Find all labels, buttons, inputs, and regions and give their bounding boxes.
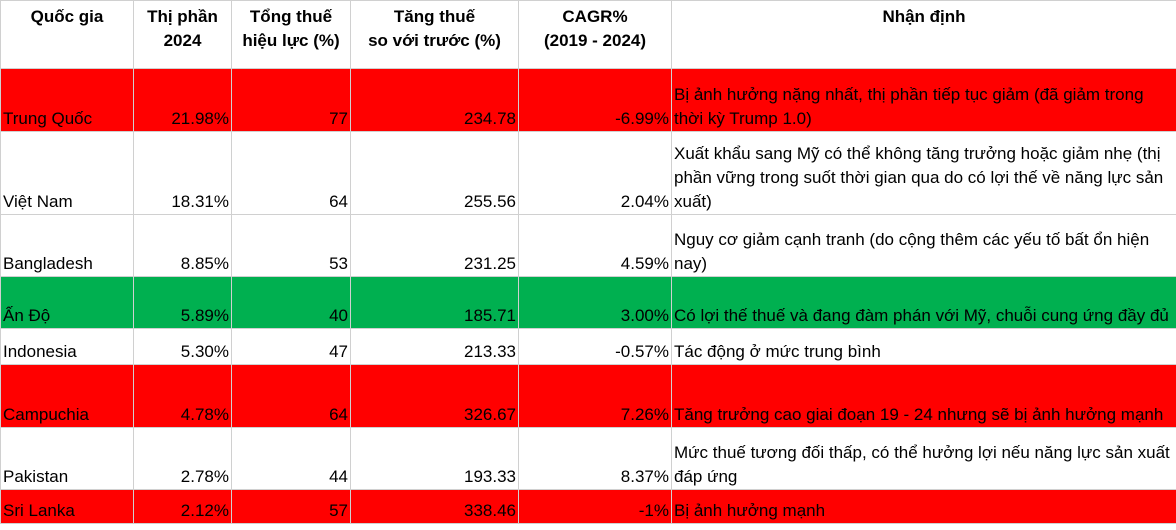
cell-share: 2.78% bbox=[133, 427, 232, 490]
cell-country: Indonesia bbox=[0, 328, 134, 365]
header-row: Quốc gia Thị phần 2024 Tổng thuế hiệu lực … bbox=[0, 0, 1176, 69]
cell-tax: 53 bbox=[231, 214, 351, 277]
cell-cagr: 7.26% bbox=[518, 364, 672, 428]
cell-cagr: 2.04% bbox=[518, 131, 672, 215]
cell-increase: 234.78 bbox=[350, 68, 519, 132]
header-note: Nhận định bbox=[671, 0, 1176, 69]
cell-share: 5.30% bbox=[133, 328, 232, 365]
cell-share: 4.78% bbox=[133, 364, 232, 428]
cell-tax: 64 bbox=[231, 131, 351, 215]
cell-country: Bangladesh bbox=[0, 214, 134, 277]
cell-increase: 338.46 bbox=[350, 489, 519, 524]
table-row: Ấn Độ 5.89% 40 185.71 3.00% Có lợi thế t… bbox=[0, 276, 1176, 329]
header-share: Thị phần 2024 bbox=[133, 0, 232, 69]
cell-cagr: 4.59% bbox=[518, 214, 672, 277]
cell-share: 21.98% bbox=[133, 68, 232, 132]
cell-cagr: -6.99% bbox=[518, 68, 672, 132]
cell-country: Sri Lanka bbox=[0, 489, 134, 524]
cell-cagr: -0.57% bbox=[518, 328, 672, 365]
cell-cagr: 3.00% bbox=[518, 276, 672, 329]
cell-country: Ấn Độ bbox=[0, 276, 134, 329]
cell-note: Bị ảnh hưởng mạnh bbox=[671, 489, 1176, 524]
cell-tax: 40 bbox=[231, 276, 351, 329]
cell-country: Việt Nam bbox=[0, 131, 134, 215]
table-row: Trung Quốc 21.98% 77 234.78 -6.99% Bị ản… bbox=[0, 68, 1176, 132]
cell-note: Có lợi thế thuế và đang đàm phán với Mỹ,… bbox=[671, 276, 1176, 329]
cell-note: Tác động ở mức trung bình bbox=[671, 328, 1176, 365]
header-country: Quốc gia bbox=[0, 0, 134, 69]
cell-cagr: 8.37% bbox=[518, 427, 672, 490]
table-row: Bangladesh 8.85% 53 231.25 4.59% Nguy cơ… bbox=[0, 214, 1176, 277]
cell-increase: 231.25 bbox=[350, 214, 519, 277]
cell-share: 2.12% bbox=[133, 489, 232, 524]
cell-note: Mức thuế tương đối thấp, có thể hưởng lợ… bbox=[671, 427, 1176, 490]
cell-country: Trung Quốc bbox=[0, 68, 134, 132]
header-cagr: CAGR% (2019 - 2024) bbox=[518, 0, 672, 69]
cell-country: Campuchia bbox=[0, 364, 134, 428]
cell-share: 8.85% bbox=[133, 214, 232, 277]
cell-note: Bị ảnh hưởng nặng nhất, thị phần tiếp tụ… bbox=[671, 68, 1176, 132]
cell-note: Tăng trưởng cao giai đoạn 19 - 24 nhưng … bbox=[671, 364, 1176, 428]
cell-tax: 47 bbox=[231, 328, 351, 365]
cell-increase: 185.71 bbox=[350, 276, 519, 329]
cell-cagr: -1% bbox=[518, 489, 672, 524]
cell-increase: 326.67 bbox=[350, 364, 519, 428]
table-row: Pakistan 2.78% 44 193.33 8.37% Mức thuế … bbox=[0, 427, 1176, 490]
cell-note: Xuất khẩu sang Mỹ có thể không tăng trưở… bbox=[671, 131, 1176, 215]
header-increase: Tăng thuế so với trước (%) bbox=[350, 0, 519, 69]
table-row: Việt Nam 18.31% 64 255.56 2.04% Xuất khẩ… bbox=[0, 131, 1176, 215]
cell-tax: 44 bbox=[231, 427, 351, 490]
table-row: Indonesia 5.30% 47 213.33 -0.57% Tác độn… bbox=[0, 328, 1176, 365]
cell-share: 18.31% bbox=[133, 131, 232, 215]
cell-tax: 57 bbox=[231, 489, 351, 524]
table-row: Sri Lanka 2.12% 57 338.46 -1% Bị ảnh hưở… bbox=[0, 489, 1176, 524]
cell-increase: 213.33 bbox=[350, 328, 519, 365]
cell-tax: 77 bbox=[231, 68, 351, 132]
cell-country: Pakistan bbox=[0, 427, 134, 490]
header-tax: Tổng thuế hiệu lực (%) bbox=[231, 0, 351, 69]
cell-increase: 255.56 bbox=[350, 131, 519, 215]
cell-share: 5.89% bbox=[133, 276, 232, 329]
cell-tax: 64 bbox=[231, 364, 351, 428]
cell-increase: 193.33 bbox=[350, 427, 519, 490]
table-row: Campuchia 4.78% 64 326.67 7.26% Tăng trư… bbox=[0, 364, 1176, 428]
cell-note: Nguy cơ giảm cạnh tranh (do cộng thêm cá… bbox=[671, 214, 1176, 277]
